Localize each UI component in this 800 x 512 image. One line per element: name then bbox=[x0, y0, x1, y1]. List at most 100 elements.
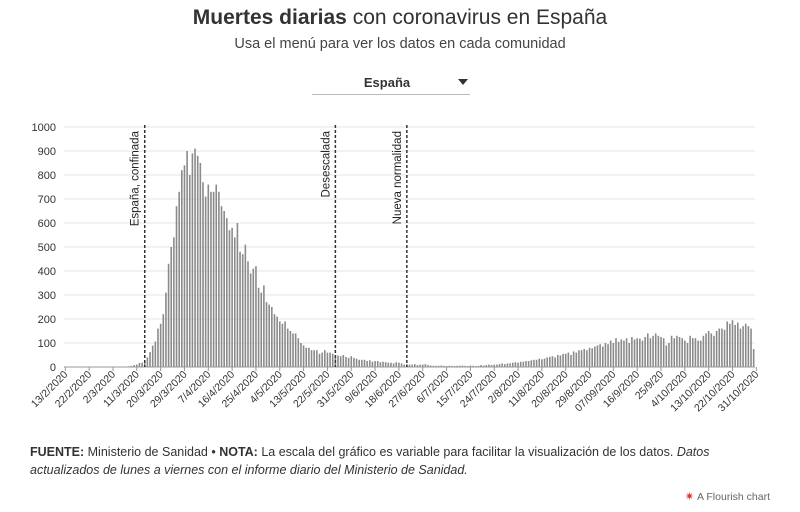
data-bar bbox=[583, 349, 586, 367]
data-bar bbox=[628, 343, 631, 367]
data-bar bbox=[551, 356, 554, 367]
data-bar bbox=[469, 365, 472, 367]
data-bar bbox=[511, 362, 514, 367]
chevron-down-icon bbox=[458, 79, 468, 85]
data-bar bbox=[427, 365, 429, 367]
data-bar bbox=[747, 326, 750, 367]
data-bar bbox=[609, 340, 612, 367]
data-bar bbox=[654, 333, 657, 367]
data-bar bbox=[305, 347, 308, 367]
data-bar bbox=[451, 365, 453, 367]
data-bar bbox=[448, 365, 451, 367]
data-bar bbox=[162, 314, 165, 367]
data-bar bbox=[276, 316, 278, 367]
y-tick-label: 400 bbox=[38, 266, 56, 278]
data-bar bbox=[742, 326, 744, 367]
region-dropdown[interactable]: España bbox=[312, 70, 470, 95]
data-bar bbox=[567, 352, 570, 367]
data-bar bbox=[623, 340, 625, 367]
data-bar bbox=[607, 344, 609, 367]
data-bar bbox=[676, 335, 678, 367]
data-bar bbox=[665, 345, 668, 367]
data-bar bbox=[173, 237, 175, 367]
data-bar bbox=[744, 323, 747, 367]
annotation-label: España, confinada bbox=[130, 130, 142, 226]
data-bar bbox=[186, 151, 188, 367]
data-bar bbox=[358, 359, 360, 367]
data-bar bbox=[517, 362, 519, 367]
data-bar bbox=[239, 251, 241, 367]
data-bar bbox=[686, 343, 689, 367]
data-bar bbox=[263, 285, 265, 367]
data-bar bbox=[562, 353, 564, 367]
data-bar bbox=[318, 353, 321, 367]
data-bar bbox=[546, 357, 548, 367]
data-bar bbox=[382, 361, 384, 367]
data-bar bbox=[718, 328, 721, 367]
data-bar bbox=[353, 357, 355, 367]
data-bar bbox=[390, 362, 392, 367]
data-bar bbox=[130, 365, 133, 367]
data-bar bbox=[437, 365, 440, 367]
data-bar bbox=[136, 364, 138, 367]
data-bar bbox=[472, 365, 474, 367]
data-bar bbox=[525, 361, 527, 367]
data-bar bbox=[223, 211, 225, 367]
data-bar bbox=[691, 338, 694, 367]
data-bar bbox=[231, 227, 233, 367]
data-bar bbox=[170, 247, 173, 367]
data-bar bbox=[522, 361, 525, 367]
data-bar bbox=[368, 360, 371, 367]
data-bar bbox=[713, 335, 715, 367]
data-bar bbox=[488, 364, 490, 367]
data-bar bbox=[178, 191, 180, 367]
data-bar bbox=[620, 339, 623, 367]
chart-subtitle: Usa el menú para ver los datos en cada c… bbox=[234, 36, 566, 52]
data-bar bbox=[376, 361, 379, 367]
data-bar bbox=[289, 331, 292, 367]
data-bar bbox=[361, 359, 363, 367]
note-label: NOTA: bbox=[219, 445, 258, 459]
data-bar bbox=[429, 365, 432, 367]
data-bar bbox=[649, 338, 652, 367]
data-bar bbox=[374, 361, 376, 367]
data-bar bbox=[652, 335, 654, 367]
data-bar bbox=[313, 350, 315, 367]
data-bar bbox=[414, 364, 416, 367]
data-bar bbox=[183, 165, 186, 367]
data-bar bbox=[596, 345, 599, 367]
annotation-label: Desescalada bbox=[320, 130, 332, 197]
flourish-logo-icon: ✷ bbox=[684, 491, 695, 503]
data-bar bbox=[143, 360, 146, 367]
data-bar bbox=[633, 339, 636, 367]
data-bar bbox=[207, 184, 210, 367]
data-bar bbox=[392, 363, 395, 367]
data-bar bbox=[591, 348, 593, 367]
data-bar bbox=[498, 364, 501, 367]
data-bar bbox=[308, 347, 310, 367]
data-bar bbox=[202, 182, 204, 367]
data-bar bbox=[395, 362, 398, 367]
data-bar bbox=[705, 333, 707, 367]
data-bar bbox=[284, 321, 286, 367]
y-tick-label: 1000 bbox=[32, 122, 56, 134]
data-bar bbox=[257, 287, 260, 367]
data-bar bbox=[506, 363, 509, 367]
data-bar bbox=[191, 153, 194, 367]
data-bar bbox=[302, 345, 305, 367]
data-bar bbox=[154, 341, 157, 367]
data-bar bbox=[533, 359, 535, 367]
data-bar bbox=[403, 364, 405, 367]
data-bar bbox=[215, 184, 218, 367]
flourish-credit[interactable]: ✷ A Flourish chart bbox=[685, 490, 770, 503]
data-bar bbox=[490, 365, 493, 367]
data-bar bbox=[578, 350, 580, 367]
data-bar bbox=[342, 355, 345, 367]
data-bar bbox=[662, 338, 665, 367]
data-bar bbox=[244, 244, 247, 367]
data-bar bbox=[559, 355, 562, 367]
data-bar bbox=[371, 361, 374, 367]
data-bar bbox=[419, 364, 421, 367]
data-bar bbox=[731, 320, 734, 367]
data-bar bbox=[485, 365, 488, 367]
